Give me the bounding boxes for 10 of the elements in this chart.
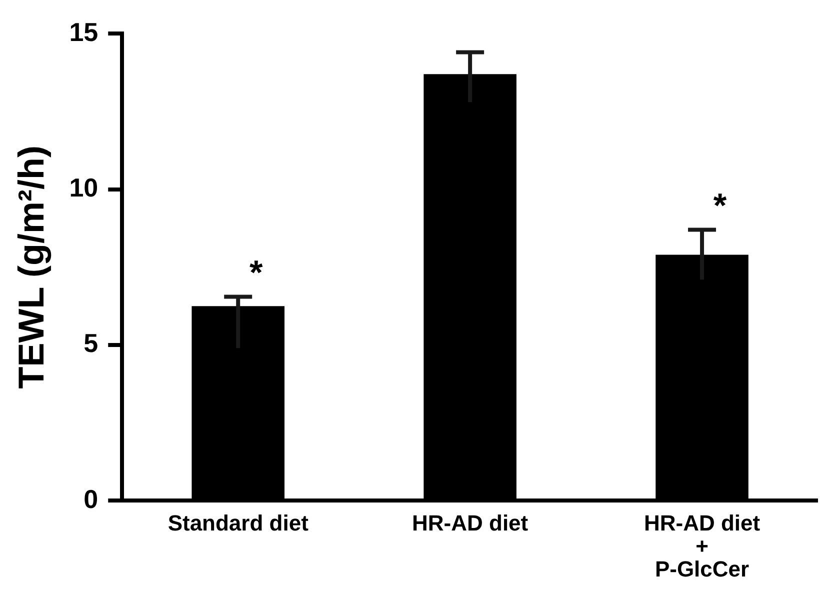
y-tick-label: 5 — [84, 328, 98, 358]
data-label: * — [713, 187, 728, 226]
x-tick-label: HR-AD diet — [412, 510, 529, 536]
y-tick-label: 10 — [69, 172, 98, 202]
data-label: * — [249, 254, 264, 292]
x-tick-label: Standard diet — [168, 510, 310, 536]
y-tick-label: 0 — [84, 484, 98, 514]
y-axis-title: TEWL (g/m²/h) — [10, 146, 52, 389]
y-tick-label: 15 — [69, 16, 98, 47]
x-tick-label: HR-AD diet + P-GlcCer — [644, 510, 761, 582]
